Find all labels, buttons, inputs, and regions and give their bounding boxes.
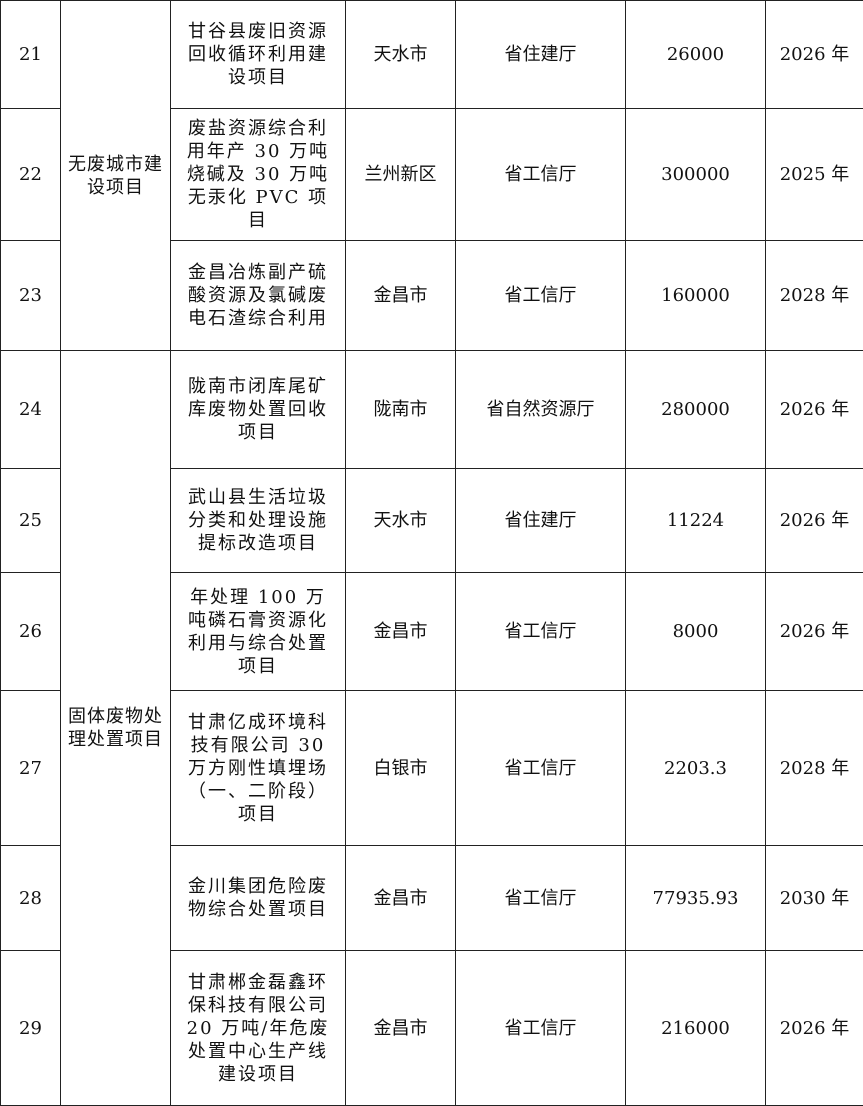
row-number: 28	[1, 846, 61, 951]
year: 2028 年	[766, 691, 863, 846]
row-number: 25	[1, 469, 61, 573]
project-name: 甘谷县废旧资源回收循环利用建设项目	[171, 1, 346, 109]
project-name: 年处理 100 万吨磷石膏资源化利用与综合处置项目	[171, 573, 346, 691]
department: 省工信厅	[456, 846, 626, 951]
investment: 11224	[626, 469, 766, 573]
city: 兰州新区	[346, 109, 456, 241]
year: 2026 年	[766, 951, 863, 1106]
investment: 300000	[626, 109, 766, 241]
city: 白银市	[346, 691, 456, 846]
city: 天水市	[346, 469, 456, 573]
project-name: 甘肃郴金磊鑫环保科技有限公司 20 万吨/年危废处置中心生产线建设项目	[171, 951, 346, 1106]
row-number: 22	[1, 109, 61, 241]
investment: 8000	[626, 573, 766, 691]
year: 2026 年	[766, 351, 863, 469]
city: 金昌市	[346, 846, 456, 951]
project-name: 武山县生活垃圾分类和处理设施提标改造项目	[171, 469, 346, 573]
city: 金昌市	[346, 573, 456, 691]
project-name: 废盐资源综合利用年产 30 万吨烧碱及 30 万吨无汞化 PVC 项目	[171, 109, 346, 241]
investment: 160000	[626, 241, 766, 351]
year: 2026 年	[766, 1, 863, 109]
row-number: 29	[1, 951, 61, 1106]
city: 金昌市	[346, 241, 456, 351]
year: 2030 年	[766, 846, 863, 951]
year: 2028 年	[766, 241, 863, 351]
department: 省工信厅	[456, 241, 626, 351]
year: 2026 年	[766, 573, 863, 691]
city: 金昌市	[346, 951, 456, 1106]
year: 2026 年	[766, 469, 863, 573]
city: 陇南市	[346, 351, 456, 469]
investment: 280000	[626, 351, 766, 469]
project-name: 金川集团危险废物综合处置项目	[171, 846, 346, 951]
department: 省工信厅	[456, 573, 626, 691]
investment: 216000	[626, 951, 766, 1106]
project-name: 金昌冶炼副产硫酸资源及氯碱废电石渣综合利用	[171, 241, 346, 351]
row-number: 24	[1, 351, 61, 469]
row-number: 26	[1, 573, 61, 691]
investment: 26000	[626, 1, 766, 109]
row-number: 23	[1, 241, 61, 351]
department: 省住建厅	[456, 469, 626, 573]
department: 省工信厅	[456, 109, 626, 241]
category: 固体废物处理处置项目	[61, 351, 171, 1106]
investment: 77935.93	[626, 846, 766, 951]
category: 无废城市建设项目	[61, 1, 171, 351]
project-name: 陇南市闭库尾矿库废物处置回收项目	[171, 351, 346, 469]
investment: 2203.3	[626, 691, 766, 846]
department: 省工信厅	[456, 691, 626, 846]
project-name: 甘肃亿成环境科技有限公司 30 万方刚性填埋场（一、二阶段）项目	[171, 691, 346, 846]
year: 2025 年	[766, 109, 863, 241]
city: 天水市	[346, 1, 456, 109]
department: 省工信厅	[456, 951, 626, 1106]
row-number: 27	[1, 691, 61, 846]
department: 省自然资源厅	[456, 351, 626, 469]
department: 省住建厅	[456, 1, 626, 109]
row-number: 21	[1, 1, 61, 109]
